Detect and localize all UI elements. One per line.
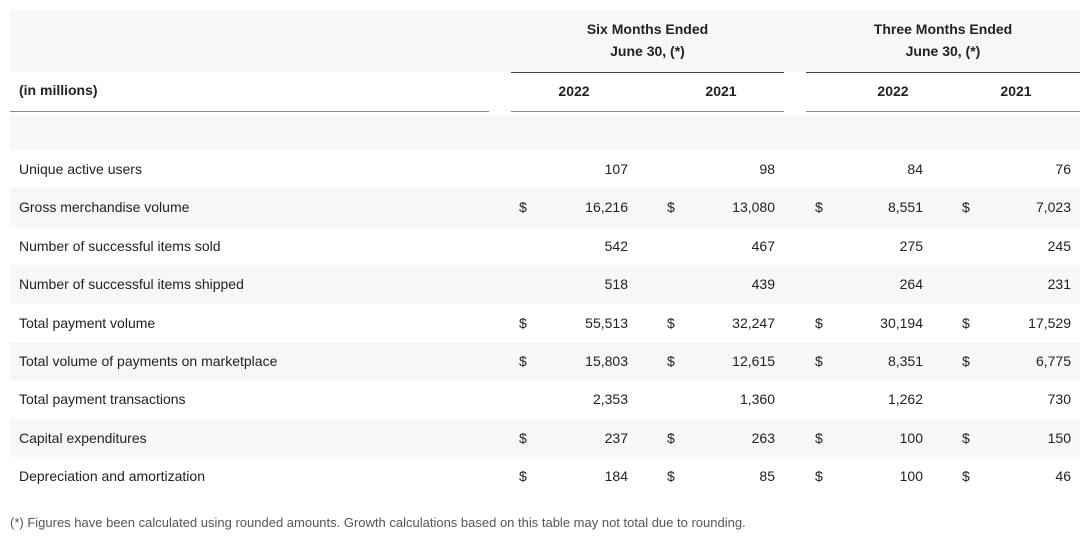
cell-value: 439 xyxy=(751,276,775,293)
cell-value: 263 xyxy=(751,429,775,446)
group-rule xyxy=(806,72,1080,73)
row-label: Capital expenditures xyxy=(19,429,147,446)
currency: $ xyxy=(815,468,823,485)
column-header: 2021 xyxy=(705,83,737,99)
group-subtitle: June 30, (*) xyxy=(905,43,981,59)
cell-value: 237 xyxy=(604,429,628,446)
cell-value: 467 xyxy=(751,237,775,254)
currency: $ xyxy=(667,468,675,485)
cell-value: 12,615 xyxy=(732,353,775,369)
currency: $ xyxy=(962,468,970,485)
cell-value: 85 xyxy=(759,468,775,485)
currency: $ xyxy=(519,353,527,369)
currency: $ xyxy=(815,429,823,446)
cell-value: 8,351 xyxy=(887,353,923,369)
currency: $ xyxy=(667,199,675,216)
currency: $ xyxy=(962,353,970,369)
currency: $ xyxy=(519,199,527,216)
footnote: (*) Figures have been calculated using r… xyxy=(10,515,746,530)
row-label: Total payment volume xyxy=(19,314,156,331)
cell-value: 13,080 xyxy=(732,199,775,216)
currency: $ xyxy=(815,314,823,331)
cell-value: 2,353 xyxy=(592,391,628,408)
unit-label: (in millions) xyxy=(19,82,98,98)
cell-value: 275 xyxy=(899,237,923,254)
row-label: Depreciation and amortization xyxy=(19,468,205,485)
cell-value: 15,803 xyxy=(585,353,628,369)
currency: $ xyxy=(667,429,675,446)
row-label: Unique active users xyxy=(19,161,142,177)
cell-value: 518 xyxy=(604,276,628,293)
cell-value: 245 xyxy=(1047,237,1071,254)
cell-value: 100 xyxy=(899,429,923,446)
cell-value: 76 xyxy=(1055,161,1071,177)
currency: $ xyxy=(667,314,675,331)
currency: $ xyxy=(815,353,823,369)
group-title: Three Months Ended xyxy=(873,21,1013,37)
spacer-band xyxy=(10,115,1080,150)
cell-value: 98 xyxy=(759,161,775,177)
cell-value: 730 xyxy=(1047,391,1071,408)
cell-value: 107 xyxy=(604,161,628,177)
cell-value: 264 xyxy=(899,276,923,293)
row-band xyxy=(10,342,1080,381)
column-rule xyxy=(806,111,1080,112)
cell-value: 16,216 xyxy=(585,199,628,216)
cell-value: 1,360 xyxy=(739,391,775,408)
row-label: Number of successful items sold xyxy=(19,237,221,254)
cell-value: 6,775 xyxy=(1035,353,1071,369)
group-rule xyxy=(511,72,784,73)
currency: $ xyxy=(519,314,527,331)
cell-value: 7,023 xyxy=(1035,199,1071,216)
column-rule xyxy=(10,111,489,112)
cell-value: 100 xyxy=(899,468,923,485)
cell-value: 17,529 xyxy=(1028,314,1071,331)
row-band xyxy=(10,188,1080,227)
cell-value: 84 xyxy=(907,161,923,177)
row-band xyxy=(10,418,1080,458)
row-label: Number of successful items shipped xyxy=(19,276,244,293)
cell-value: 231 xyxy=(1047,276,1071,293)
column-header: 2021 xyxy=(1000,83,1032,99)
cell-value: 184 xyxy=(604,468,628,485)
cell-value: 150 xyxy=(1047,429,1071,446)
cell-value: 32,247 xyxy=(732,314,775,331)
row-band xyxy=(10,265,1080,304)
currency: $ xyxy=(962,429,970,446)
currency: $ xyxy=(815,199,823,216)
column-header: 2022 xyxy=(558,83,590,99)
currency: $ xyxy=(962,314,970,331)
row-label: Total volume of payments on marketplace xyxy=(19,353,278,369)
cell-value: 8,551 xyxy=(887,199,923,216)
cell-value: 30,194 xyxy=(880,314,923,331)
header-band xyxy=(10,10,1080,72)
column-rule xyxy=(511,111,784,112)
currency: $ xyxy=(519,468,527,485)
cell-value: 55,513 xyxy=(585,314,628,331)
currency: $ xyxy=(667,353,675,369)
column-header: 2022 xyxy=(877,83,909,99)
group-title: Six Months Ended xyxy=(586,21,709,37)
row-label: Gross merchandise volume xyxy=(19,199,190,216)
row-label: Total payment transactions xyxy=(19,391,186,408)
cell-value: 1,262 xyxy=(887,391,923,408)
currency: $ xyxy=(962,199,970,216)
currency: $ xyxy=(519,429,527,446)
cell-value: 46 xyxy=(1055,468,1071,485)
group-subtitle: June 30, (*) xyxy=(610,43,685,59)
cell-value: 542 xyxy=(604,237,628,254)
